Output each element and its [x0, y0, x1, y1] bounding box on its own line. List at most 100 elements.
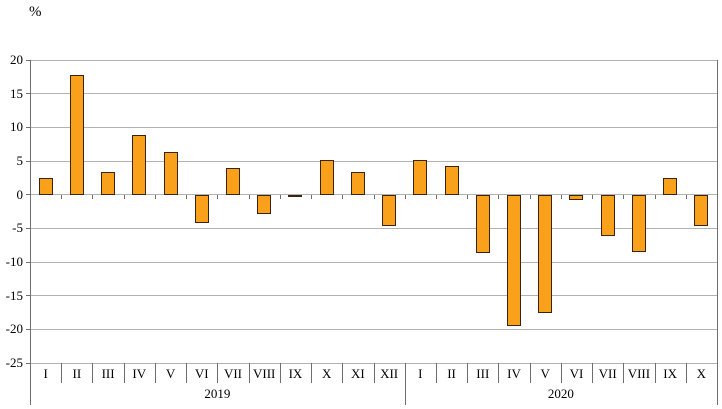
year-label: 2019	[204, 386, 231, 401]
y-tick-label: 15	[10, 85, 23, 101]
zero-axis-category-tick	[248, 194, 250, 199]
month-label: X	[321, 366, 332, 381]
y-axis-tick	[26, 93, 30, 95]
y-axis-tick	[26, 59, 30, 61]
plot-right-border	[717, 60, 718, 363]
bar	[382, 194, 397, 227]
y-axis-tick	[26, 328, 30, 330]
month-separator	[217, 363, 219, 383]
month-label: XII	[380, 366, 399, 381]
y-axis-tick	[26, 126, 30, 128]
month-separator	[279, 363, 281, 383]
zero-axis-category-tick	[30, 194, 31, 199]
month-label: IV	[132, 366, 147, 381]
zero-axis-category-tick	[217, 194, 219, 199]
month-separator	[498, 363, 500, 383]
zero-axis-category-tick	[623, 194, 625, 199]
y-axis-line	[30, 60, 31, 363]
month-separator	[592, 363, 594, 383]
month-label: I	[43, 366, 48, 381]
month-label: II	[447, 366, 456, 381]
y-axis-tick	[26, 362, 30, 364]
month-label: II	[72, 366, 82, 381]
bar	[569, 194, 584, 201]
y-axis-tick	[26, 194, 30, 196]
year-separator	[30, 363, 31, 405]
zero-axis-category-tick	[498, 194, 500, 199]
bar	[288, 194, 303, 197]
y-axis-tick	[26, 227, 30, 229]
y-tick-label: 20	[10, 52, 23, 67]
zero-axis-category-tick	[467, 194, 469, 199]
month-separator	[435, 363, 437, 383]
month-separator	[61, 363, 63, 383]
zero-axis-category-tick	[529, 194, 531, 199]
gridline	[30, 160, 717, 162]
month-label: VIII	[252, 366, 276, 381]
month-separator	[154, 363, 156, 383]
zero-axis-category-tick	[717, 194, 718, 199]
month-separator	[123, 363, 125, 383]
y-tick-label: -10	[5, 254, 23, 269]
gridline	[30, 59, 717, 61]
y-axis-tick	[26, 160, 30, 162]
year-separator	[404, 363, 406, 405]
gridline	[30, 126, 717, 128]
month-separator	[529, 363, 531, 383]
zero-axis-category-tick	[154, 194, 156, 199]
month-label: VI	[194, 366, 209, 381]
y-axis-tick	[26, 261, 30, 263]
bar	[413, 159, 428, 195]
bar	[257, 194, 272, 215]
zero-axis-category-tick	[435, 194, 437, 199]
year-separator	[717, 363, 718, 405]
y-tick-label: 5	[16, 153, 24, 168]
month-label: XI	[351, 366, 365, 381]
zero-axis-category-tick	[373, 194, 375, 199]
zero-axis-category-tick	[123, 194, 125, 199]
zero-axis-category-tick	[186, 194, 188, 199]
y-tick-label: 0	[16, 186, 24, 202]
bar	[444, 165, 459, 195]
bar	[600, 194, 615, 237]
month-label: IV	[507, 366, 521, 381]
bar	[663, 177, 678, 195]
zero-axis-category-tick	[560, 194, 562, 199]
bar	[194, 194, 209, 223]
month-separator	[685, 363, 687, 383]
month-separator	[467, 363, 469, 383]
zero-axis-category-tick	[61, 194, 63, 199]
gridline	[30, 261, 717, 263]
bar	[319, 159, 334, 195]
bar	[631, 194, 646, 252]
zero-axis-category-tick	[654, 194, 656, 199]
month-separator	[560, 363, 562, 383]
month-label: I	[418, 366, 423, 381]
y-tick-label: -5	[12, 220, 23, 236]
bar	[507, 194, 522, 326]
bar	[694, 194, 709, 227]
month-separator	[342, 363, 344, 383]
month-separator	[654, 363, 656, 383]
zero-axis-category-tick	[592, 194, 594, 199]
gridline	[30, 295, 717, 297]
month-separator	[92, 363, 94, 383]
bar	[38, 177, 53, 195]
month-label: VII	[223, 366, 242, 381]
zero-axis-category-tick	[311, 194, 313, 199]
month-label: V	[540, 366, 550, 381]
zero-axis-category-tick	[279, 194, 281, 199]
month-separator	[623, 363, 625, 383]
bar	[225, 168, 240, 195]
gridline	[30, 227, 717, 229]
month-label: V	[165, 366, 176, 381]
month-separator	[373, 363, 375, 383]
month-label: IX	[288, 366, 303, 381]
zero-axis-category-tick	[685, 194, 687, 199]
bar	[350, 171, 365, 195]
month-label: VI	[569, 366, 584, 381]
month-label: IX	[663, 366, 677, 381]
zero-axis-category-tick	[404, 194, 406, 199]
y-tick-label: -25	[5, 355, 23, 370]
